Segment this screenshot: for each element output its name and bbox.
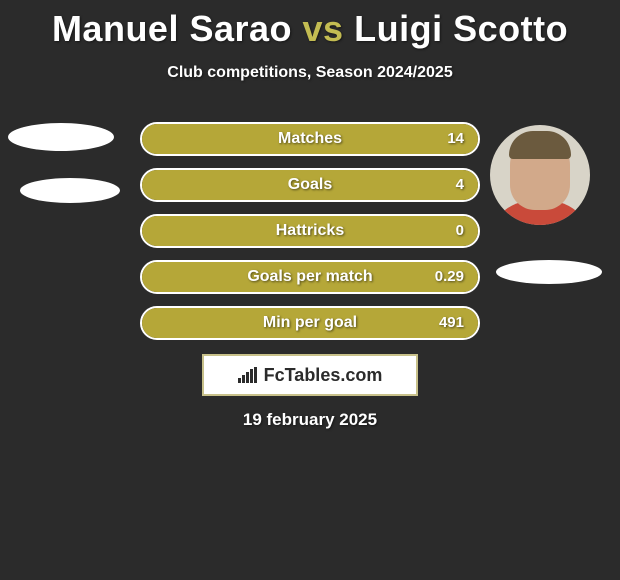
stat-label: Goals per match	[142, 262, 478, 292]
subtitle: Club competitions, Season 2024/2025	[0, 64, 620, 82]
player2-name: Luigi Scotto	[354, 8, 568, 49]
stat-bar: Goals per match0.29	[140, 260, 480, 294]
stat-label: Matches	[142, 124, 478, 154]
stat-value-right: 0.29	[435, 262, 464, 292]
stat-label: Min per goal	[142, 308, 478, 338]
decorative-ellipse	[20, 178, 120, 203]
vs-text: vs	[303, 8, 344, 49]
site-logo[interactable]: FcTables.com	[202, 354, 418, 396]
stat-value-right: 4	[456, 170, 464, 200]
player2-avatar	[490, 125, 590, 225]
stat-bar: Hattricks0	[140, 214, 480, 248]
stat-label: Hattricks	[142, 216, 478, 246]
logo-text: FcTables.com	[264, 365, 383, 386]
decorative-ellipse	[496, 260, 602, 284]
stat-bar: Goals4	[140, 168, 480, 202]
chart-icon	[238, 367, 258, 383]
stat-label: Goals	[142, 170, 478, 200]
stat-value-right: 14	[447, 124, 464, 154]
player1-name: Manuel Sarao	[52, 8, 292, 49]
stat-value-right: 491	[439, 308, 464, 338]
date-text: 19 february 2025	[0, 410, 620, 430]
stat-value-right: 0	[456, 216, 464, 246]
page-title: Manuel Sarao vs Luigi Scotto	[0, 0, 620, 50]
decorative-ellipse	[8, 123, 114, 151]
comparison-bars: Matches14 Goals4 Hattricks0 Goals per match…	[140, 122, 480, 352]
stat-bar: Min per goal491	[140, 306, 480, 340]
stat-bar: Matches14	[140, 122, 480, 156]
